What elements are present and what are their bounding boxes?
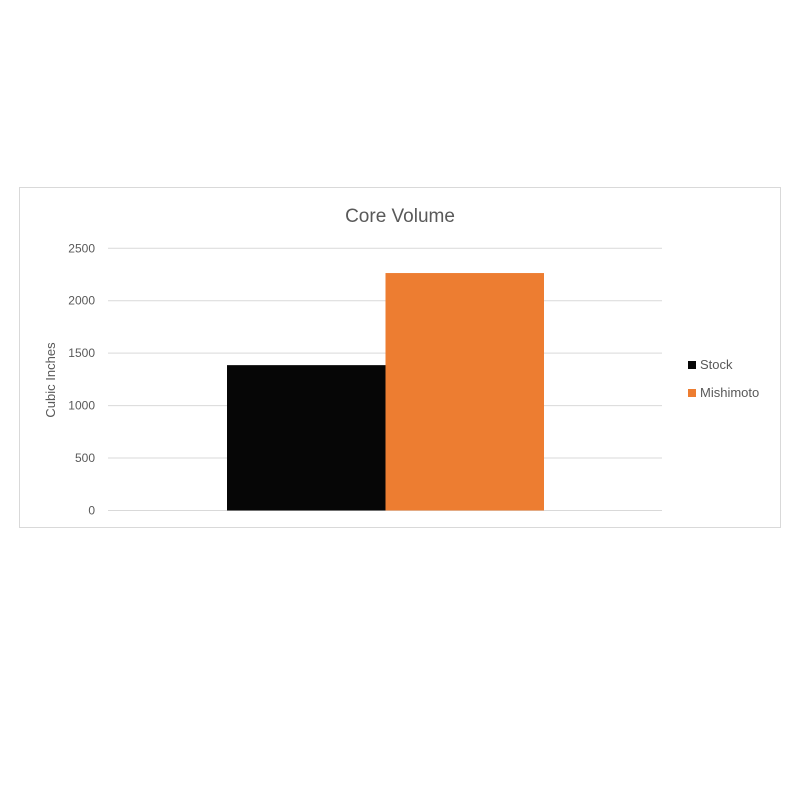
y-tick-label: 2000	[68, 294, 95, 308]
y-axis-label: Cubic Inches	[43, 342, 58, 418]
legend-swatch	[688, 361, 696, 369]
legend-label: Stock	[700, 357, 733, 372]
y-tick-label: 1000	[68, 399, 95, 413]
legend-swatch	[688, 389, 696, 397]
bar-stock	[227, 365, 386, 511]
chart-frame	[19, 187, 781, 528]
y-tick-label: 500	[75, 451, 95, 465]
y-tick-label: 2500	[68, 241, 95, 255]
chart-title: Core Volume	[345, 206, 455, 227]
y-tick-label: 1500	[68, 346, 95, 360]
bar-mishimoto	[385, 273, 544, 511]
legend-label: Mishimoto	[700, 385, 759, 400]
y-tick-label: 0	[88, 504, 95, 518]
